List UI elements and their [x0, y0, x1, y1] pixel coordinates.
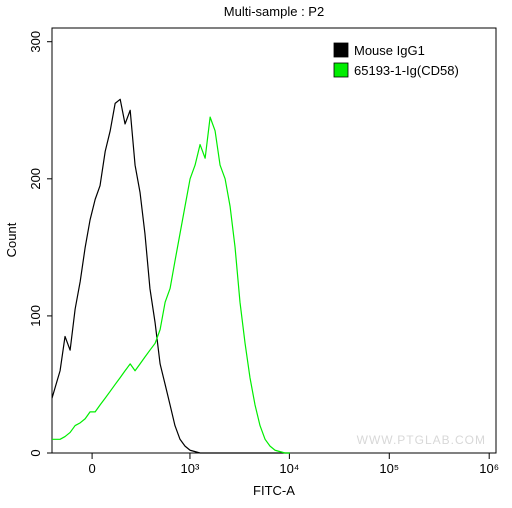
x-tick-label: 10⁵: [379, 461, 399, 476]
x-tick-label: 10⁶: [479, 461, 499, 476]
legend-label: Mouse IgG1: [354, 43, 425, 58]
plot-frame: [51, 27, 497, 454]
y-axis-label: Count: [4, 222, 19, 257]
legend-label: 65193-1-Ig(CD58): [354, 63, 459, 78]
watermark: WWW.PTGLAB.COM: [357, 433, 486, 447]
y-tick-label: 200: [28, 168, 43, 190]
y-tick-label: 300: [28, 31, 43, 53]
chart-title: Multi-sample : P2: [224, 4, 324, 19]
y-tick-label: 0: [28, 449, 43, 456]
x-tick-label: 10³: [181, 461, 200, 476]
legend-swatch: [333, 42, 349, 58]
y-tick-label: 100: [28, 305, 43, 327]
x-tick-label: 10⁴: [279, 461, 299, 476]
series-line: [51, 98, 291, 454]
x-tick-label: 0: [88, 461, 95, 476]
x-axis-label: FITC-A: [253, 483, 295, 498]
series-line: [52, 116, 291, 454]
legend-swatch: [333, 62, 349, 78]
